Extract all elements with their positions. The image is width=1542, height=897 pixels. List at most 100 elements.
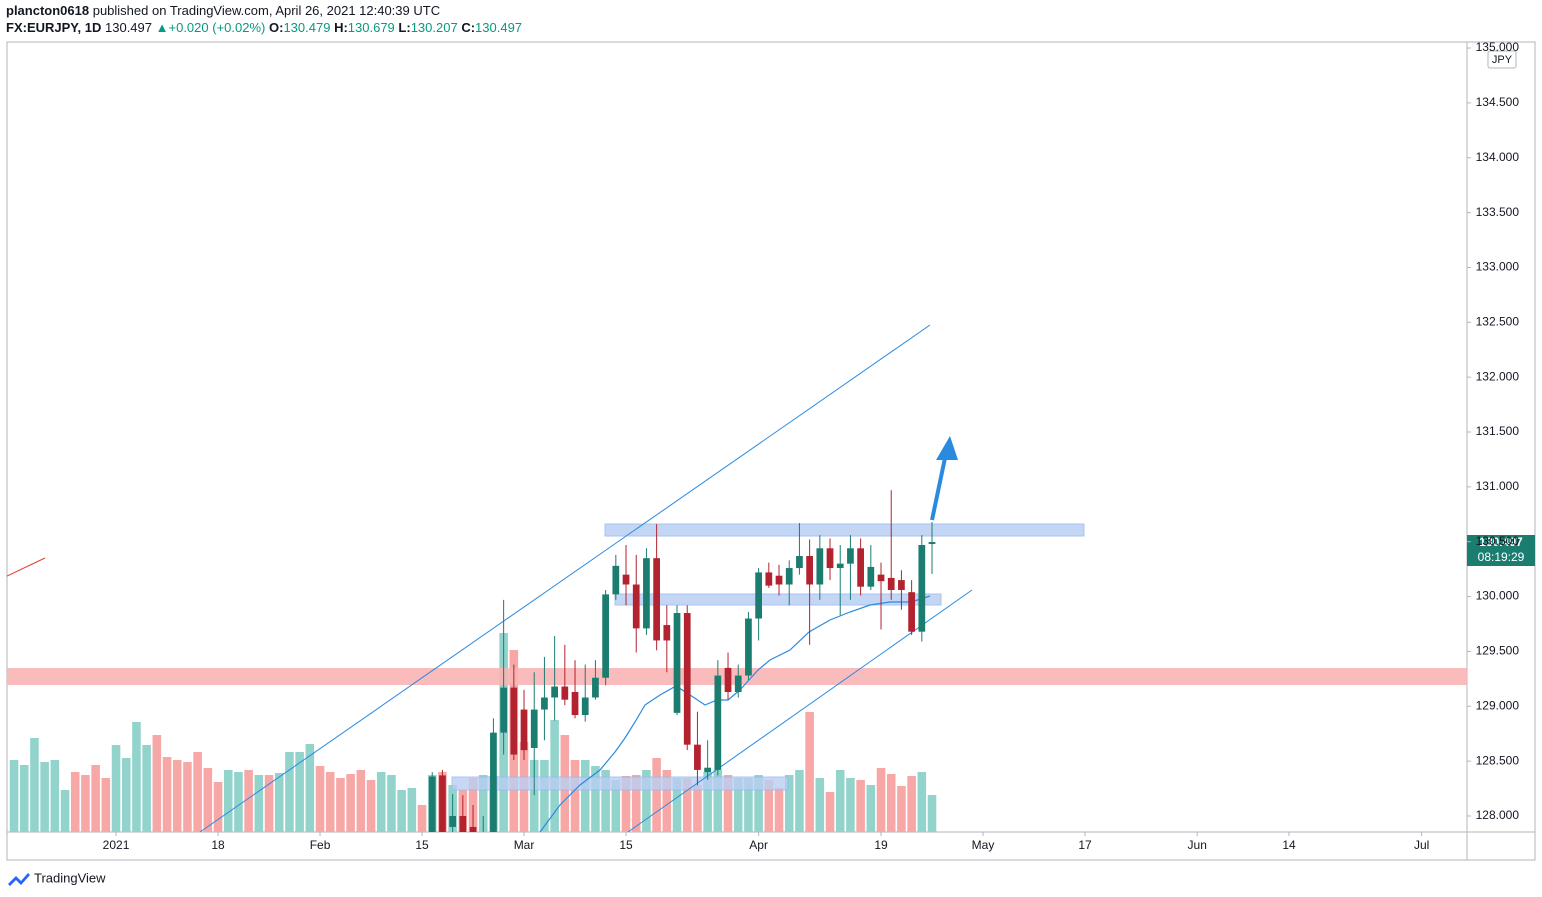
- volume-bar: [70, 772, 80, 832]
- candle-body: [643, 558, 650, 629]
- x-tick-label: May: [972, 838, 995, 852]
- c-label: C:: [461, 20, 475, 35]
- o-label: O:: [269, 20, 283, 35]
- candle-body: [785, 568, 793, 585]
- volume-bar: [336, 778, 345, 832]
- volume-bar: [295, 752, 304, 832]
- volume-bar: [815, 778, 825, 832]
- volume-bar: [907, 776, 916, 832]
- candle-body: [704, 767, 711, 773]
- volume-bar: [244, 770, 253, 832]
- arrow-head: [936, 436, 958, 460]
- candle-body: [847, 548, 854, 564]
- candle-body: [428, 776, 436, 832]
- volume-bar: [805, 712, 814, 832]
- volume-bar: [111, 745, 121, 832]
- volume-bar: [152, 735, 162, 832]
- volume-bar: [40, 762, 49, 832]
- candle-body: [724, 667, 732, 693]
- y-tick-label: 128.500: [1476, 753, 1520, 767]
- candle-body: [561, 686, 569, 700]
- user: plancton0618: [6, 3, 89, 18]
- y-tick-label: 133.500: [1476, 205, 1520, 219]
- volume-bar: [764, 780, 774, 832]
- candle-body: [826, 548, 834, 569]
- candle-body: [439, 775, 446, 832]
- y-tick-label: 131.500: [1476, 424, 1520, 438]
- brand: TradingView: [34, 870, 106, 885]
- candle-body: [816, 548, 824, 585]
- y-tick-label: 129.000: [1476, 698, 1520, 712]
- volume-bar: [132, 722, 141, 832]
- volume-bar: [101, 778, 111, 832]
- volume-bar: [254, 775, 264, 832]
- arrow-shaft: [930, 457, 947, 521]
- candle-body: [806, 555, 813, 585]
- candle-body: [673, 613, 681, 713]
- candle-layer: [428, 490, 936, 832]
- drawings: [7, 324, 1467, 832]
- candle-body: [663, 625, 671, 641]
- published: published on TradingView.com, April 26, …: [93, 3, 440, 18]
- volume-bar: [366, 780, 376, 832]
- candle-body: [510, 687, 518, 755]
- volume-bar: [580, 760, 590, 832]
- y-tick-label: 128.000: [1476, 808, 1520, 822]
- open: 130.479: [283, 20, 330, 35]
- candle-body: [765, 572, 773, 586]
- volume-bar: [142, 745, 151, 832]
- x-tick-label: Mar: [514, 838, 535, 852]
- red-line: [7, 557, 46, 577]
- x-tick-label: 14: [1282, 838, 1296, 852]
- x-tick-label: 18: [211, 838, 225, 852]
- volume-bar: [387, 775, 396, 832]
- logo-mark: [8, 873, 30, 886]
- resistance-zone: [604, 523, 1085, 537]
- y-tick-label: 134.000: [1476, 150, 1520, 164]
- y-tick-label: 134.500: [1476, 95, 1520, 109]
- logo: [8, 873, 30, 886]
- volume-bar: [356, 770, 366, 832]
- badge-countdown: 08:19:29: [1478, 550, 1525, 564]
- candle-body: [530, 709, 538, 748]
- volume-bar: [631, 775, 641, 832]
- volume-bar: [744, 778, 753, 832]
- candle-body: [592, 677, 599, 698]
- candle-body: [449, 815, 456, 827]
- volume-bar: [897, 786, 906, 832]
- candle-body: [755, 572, 762, 619]
- candle-body: [541, 697, 548, 710]
- volume-bar: [315, 766, 325, 832]
- candle-body: [877, 574, 885, 582]
- low-zone: [451, 776, 789, 791]
- volume-bar: [50, 760, 60, 832]
- volume-bar: [19, 765, 29, 832]
- volume-bar: [203, 768, 213, 832]
- volume-bar: [264, 775, 274, 832]
- volume-bar: [774, 788, 784, 832]
- candle-body: [775, 575, 783, 585]
- candle-body: [898, 580, 905, 590]
- volume-bar: [693, 785, 702, 832]
- volume-bar: [876, 768, 886, 832]
- volume-bar: [193, 752, 202, 832]
- y-tick-label: 132.000: [1476, 369, 1520, 383]
- h-label: H:: [334, 20, 348, 35]
- currency: JPY: [1492, 54, 1513, 66]
- candle-body: [459, 815, 467, 832]
- volume-bar: [611, 780, 621, 832]
- x-tick-label: Feb: [310, 838, 331, 852]
- header-line: plancton0618 published on TradingView.co…: [6, 3, 440, 18]
- volume-bar: [162, 757, 172, 832]
- candle-body: [490, 732, 497, 832]
- volume-bar: [856, 780, 865, 832]
- candle-body: [745, 618, 752, 676]
- volume-bar: [591, 766, 600, 832]
- volume-bar: [60, 790, 70, 832]
- candle-body: [632, 584, 640, 629]
- volume-bar: [213, 782, 223, 832]
- candle-body: [796, 555, 803, 569]
- volume-bar: [234, 772, 243, 832]
- candle-body: [694, 744, 701, 770]
- candle-body: [612, 565, 620, 595]
